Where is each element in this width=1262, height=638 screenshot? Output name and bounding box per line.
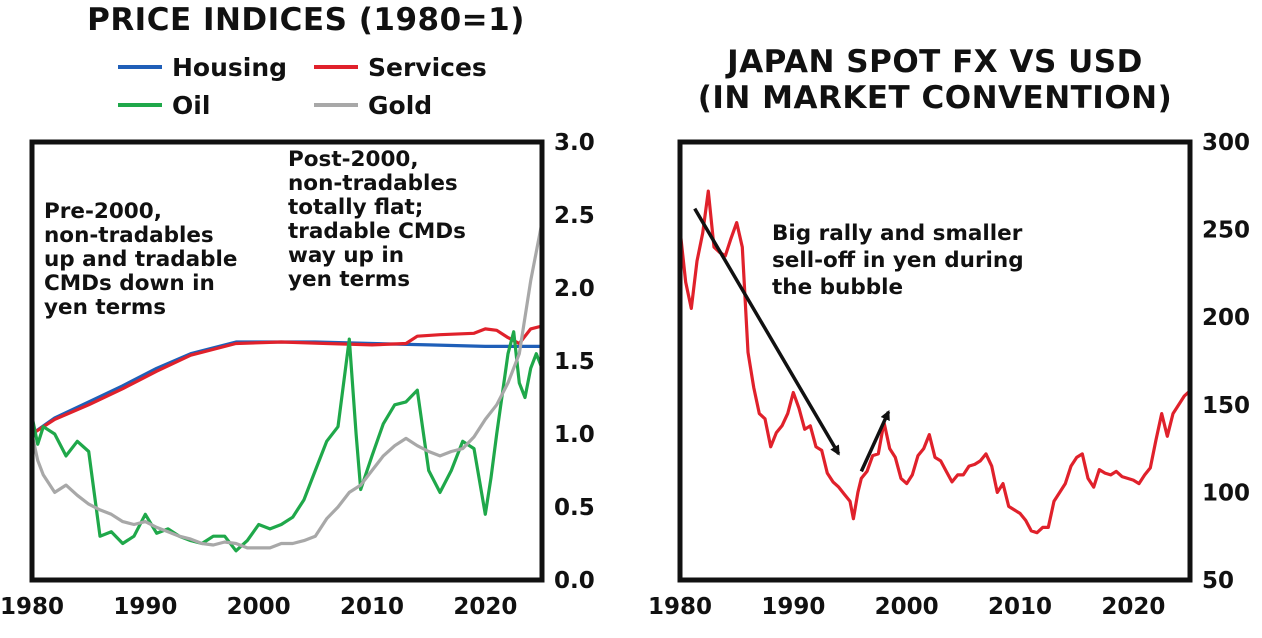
right-title-line-1: JAPAN SPOT FX VS USD	[727, 44, 1143, 80]
right-y-tick-200: 200	[1202, 305, 1250, 331]
legend-swatch-oil	[118, 103, 162, 107]
left-x-tick-2010: 2010	[340, 594, 404, 620]
left-annotation-pre-2000: Pre-2000, non-tradables up and tradable CMD…	[44, 199, 238, 320]
right-y-tick-100: 100	[1202, 480, 1250, 506]
left-chart-title: PRICE INDICES (1980=1)	[87, 2, 525, 38]
legend-swatch-housing	[118, 65, 162, 69]
left-x-tick-1990: 1990	[113, 594, 177, 620]
left-annotation-pre-2000-line-1: Pre-2000,	[44, 199, 162, 224]
right-y-tick-150: 150	[1202, 393, 1250, 419]
left-y-tick-2-0: 2.0	[554, 276, 595, 302]
left-annotation-post-2000-line-2: non-tradables	[288, 171, 458, 196]
right-annotation-bubble-line-1: Big rally and smaller	[772, 221, 1023, 246]
left-x-tick-1980: 1980	[0, 594, 64, 620]
left-y-tick-1-5: 1.5	[554, 349, 595, 375]
left-x-tick-2020: 2020	[453, 594, 517, 620]
left-annotation-post-2000-line-5: way up in	[288, 243, 404, 268]
legend-label-gold: Gold	[368, 90, 433, 120]
right-arrow-2	[859, 409, 891, 473]
left-line-oil	[32, 330, 542, 553]
right-series-group	[680, 189, 1190, 535]
left-annotation-pre-2000-line-3: up and tradable	[44, 247, 238, 272]
right-arrow-1	[693, 207, 841, 456]
right-x-tick-2000: 2000	[875, 594, 939, 620]
left-line-housing	[32, 340, 542, 436]
legend-item-oil: Oil	[118, 90, 210, 120]
legend-label-housing: Housing	[172, 52, 288, 82]
right-title-line-2: (IN MARKET CONVENTION)	[697, 80, 1173, 116]
left-annotation-post-2000-line-3: totally flat;	[288, 195, 423, 220]
right-annotation-bubble-line-3: the bubble	[772, 275, 903, 300]
legend-item-housing: Housing	[118, 52, 287, 82]
left-y-tick-2-5: 2.5	[554, 203, 595, 229]
right-plot-frame	[677, 139, 1193, 583]
right-y-tick-300: 300	[1202, 130, 1250, 156]
right-chart-title: JAPAN SPOT FX VS USD (IN MARKET CONVENTI…	[640, 44, 1230, 116]
left-annotation-pre-2000-line-2: non-tradables	[44, 223, 214, 248]
left-y-tick-0-5: 0.5	[554, 495, 595, 521]
right-x-tick-2020: 2020	[1101, 594, 1165, 620]
right-line-series-0	[680, 189, 1190, 535]
left-x-tick-2000: 2000	[227, 594, 291, 620]
left-chart-plot: 1980 1990 2000 2010 2020 0.0 0.5 1.0 1.5 2.0 2.5 3.…	[0, 130, 595, 620]
left-series-group	[32, 220, 542, 553]
left-plot-frame	[29, 139, 545, 583]
left-line-gold	[32, 220, 542, 550]
legend-swatch-gold	[314, 103, 358, 107]
legend-item-services: Services	[314, 52, 487, 82]
right-y-tick-250: 250	[1202, 218, 1250, 244]
left-line-services	[32, 324, 542, 436]
right-x-tick-1990: 1990	[761, 594, 825, 620]
right-y-tick-50: 50	[1202, 568, 1234, 594]
legend-item-gold: Gold	[314, 90, 432, 120]
legend-swatch-services	[314, 65, 358, 69]
legend-label-oil: Oil	[172, 90, 211, 120]
left-annotation-post-2000-line-1: Post-2000,	[288, 147, 419, 172]
right-annotation-bubble-line-2: sell-off in yen during	[772, 248, 1024, 273]
legend-label-services: Services	[368, 52, 487, 82]
left-y-tick-3-0: 3.0	[554, 130, 595, 156]
right-x-tick-2010: 2010	[988, 594, 1052, 620]
left-y-tick-1-0: 1.0	[554, 422, 595, 448]
left-annotation-pre-2000-line-4: CMDs down in	[44, 271, 215, 296]
right-chart-plot: 1980 1990 2000 2010 2020 50 100 150 200 250 300 Big…	[648, 130, 1250, 620]
right-annotation-bubble: Big rally and smaller sell-off in yen dur…	[772, 221, 1024, 300]
left-annotation-pre-2000-line-5: yen terms	[44, 295, 166, 320]
left-annotation-post-2000-line-6: yen terms	[288, 267, 410, 292]
right-x-tick-1980: 1980	[648, 594, 712, 620]
left-annotation-post-2000: Post-2000, non-tradables totally flat; trad…	[288, 147, 466, 292]
left-annotation-post-2000-line-4: tradable CMDs	[288, 219, 466, 244]
left-y-tick-0-0: 0.0	[554, 568, 595, 594]
